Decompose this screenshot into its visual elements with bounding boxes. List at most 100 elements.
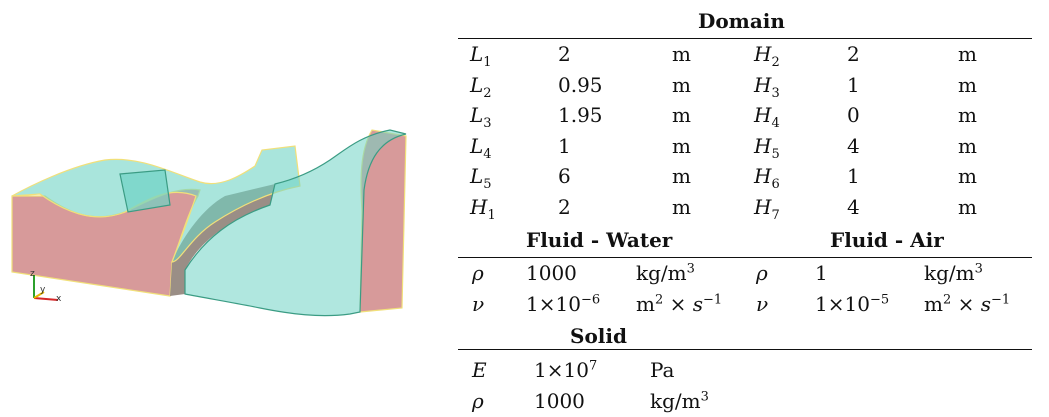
value-base: 1×10 <box>534 357 589 382</box>
symbol-2-base: ρ <box>756 261 768 286</box>
value-2: 4 <box>847 192 860 223</box>
symbol-2-sub: 2 <box>771 55 780 70</box>
symbol-2-sub: 4 <box>771 116 780 132</box>
unit-2: m <box>958 39 977 70</box>
symbol-base: L <box>470 164 484 189</box>
unit-2: kg/m3 <box>924 258 983 289</box>
symbol-2: H7 <box>754 192 780 223</box>
value-2-base: 1 <box>815 261 828 286</box>
value-2-value: 4 <box>847 133 860 158</box>
symbol-base: L <box>470 133 484 158</box>
symbol-2-base: H <box>754 72 772 97</box>
unit-base: kg/m <box>650 388 701 413</box>
unit-2-base: m <box>924 291 943 316</box>
symbol-sub: 2 <box>483 85 492 101</box>
symbol-2-base: H <box>754 133 772 158</box>
unit-2-unit: m <box>958 42 977 66</box>
unit-2-unit: m <box>958 194 977 219</box>
value: 1000 <box>526 258 577 289</box>
unit-tail: × s <box>663 291 703 316</box>
value: 2 <box>558 39 571 70</box>
symbol-2-sub: 3 <box>771 85 780 101</box>
value-2-value: 1 <box>847 164 860 189</box>
value: 1000 <box>534 386 585 417</box>
symbol: ρ <box>472 258 484 289</box>
symbol-2: H6 <box>754 161 780 192</box>
symbol-2-sub: 7 <box>771 207 780 223</box>
unit-exp: 2 <box>654 292 664 308</box>
value-base: 1×10 <box>526 291 581 316</box>
value-exp: 7 <box>588 358 598 374</box>
unit-exp: 3 <box>686 261 695 277</box>
symbol-2-base: H <box>754 164 772 189</box>
value-value: 1 <box>558 133 571 158</box>
symbol-sub: 3 <box>483 116 492 132</box>
value-2-value: 2 <box>847 42 860 66</box>
symbol-base: H <box>470 194 488 219</box>
value: 1×10−6 <box>526 289 600 320</box>
unit-unit: m <box>672 164 691 189</box>
table-row: ρ 1000 kg/m3 ρ 1 kg/m3 <box>458 258 1032 289</box>
value: 1 <box>558 131 571 162</box>
table-row: L4 1 m H5 4 m <box>458 131 1032 162</box>
value-2-value: 4 <box>847 194 860 219</box>
value-2: 4 <box>847 131 860 162</box>
unit-2-tail: × s <box>951 291 991 316</box>
symbol-base: E <box>472 357 487 382</box>
unit-2-unit: m <box>958 103 977 128</box>
water-header: Fluid - Water <box>526 227 673 252</box>
value-value: 2 <box>558 42 571 66</box>
unit-tail-exp: −1 <box>703 292 723 308</box>
value-2: 2 <box>847 39 860 70</box>
table-row: H1 2 m H7 4 m <box>458 192 1032 223</box>
unit-2-unit: m <box>958 164 977 189</box>
symbol-2: ν <box>756 289 768 320</box>
table-row: L2 0.95 m H3 1 m <box>458 70 1032 101</box>
symbol-sub: 5 <box>483 177 492 193</box>
symbol-sub: 1 <box>483 55 492 70</box>
symbol: ρ <box>472 386 484 417</box>
unit-2-base: kg/m <box>924 261 975 286</box>
symbol-2-sub: 6 <box>771 177 780 193</box>
unit: m <box>672 39 691 70</box>
unit-2-exp: 3 <box>974 261 983 277</box>
symbol-base: L <box>470 103 484 128</box>
axes-triad: z y x <box>30 269 62 304</box>
unit: kg/m3 <box>650 386 709 417</box>
unit-2-unit: m <box>958 133 977 158</box>
unit-base: m <box>636 291 655 316</box>
symbol-2-base: H <box>754 42 772 66</box>
value-value: 0.95 <box>558 72 603 97</box>
fluid-rows: ρ 1000 kg/m3 ρ 1 kg/m3 ν 1×10−6 m2 × s−1 ν 1×10−5 m… <box>458 258 1032 319</box>
unit-2-tail-exp: −1 <box>991 292 1011 308</box>
symbol-base: ρ <box>472 388 484 413</box>
rule-fluid <box>458 257 1032 258</box>
domain-rows: L1 2 m H2 2 m L2 0.95 m H3 1 m L3 1.95 m H4 0 m L4 1 m H5 4 m L5… <box>458 39 1032 223</box>
value-2-exp: −5 <box>869 292 890 308</box>
unit: m <box>672 161 691 192</box>
unit-base: Pa <box>650 357 675 382</box>
symbol: H1 <box>470 192 496 223</box>
symbol-2: H5 <box>754 131 780 162</box>
axis-y-label: y <box>40 285 46 295</box>
value-exp: −6 <box>580 292 601 308</box>
table-row: ν 1×10−6 m2 × s−1 ν 1×10−5 m2 × s−1 <box>458 289 1032 320</box>
symbol: ν <box>472 289 484 320</box>
symbol-2: H3 <box>754 70 780 101</box>
symbol-base: L <box>470 72 484 97</box>
unit-unit: m <box>672 194 691 219</box>
solid-header: Solid <box>570 324 627 349</box>
unit: m <box>672 192 691 223</box>
value-2-value: 0 <box>847 103 860 128</box>
unit: Pa <box>650 355 674 386</box>
unit-unit: m <box>672 133 691 158</box>
symbol-base: ρ <box>472 261 484 286</box>
unit-2: m <box>958 100 977 131</box>
value-2: 1 <box>815 258 828 289</box>
value-value: 2 <box>558 194 571 219</box>
unit-unit: m <box>672 42 691 66</box>
rule-top <box>458 38 1032 39</box>
unit-unit: m <box>672 72 691 97</box>
value-2: 0 <box>847 100 860 131</box>
value-value: 1.95 <box>558 103 603 128</box>
